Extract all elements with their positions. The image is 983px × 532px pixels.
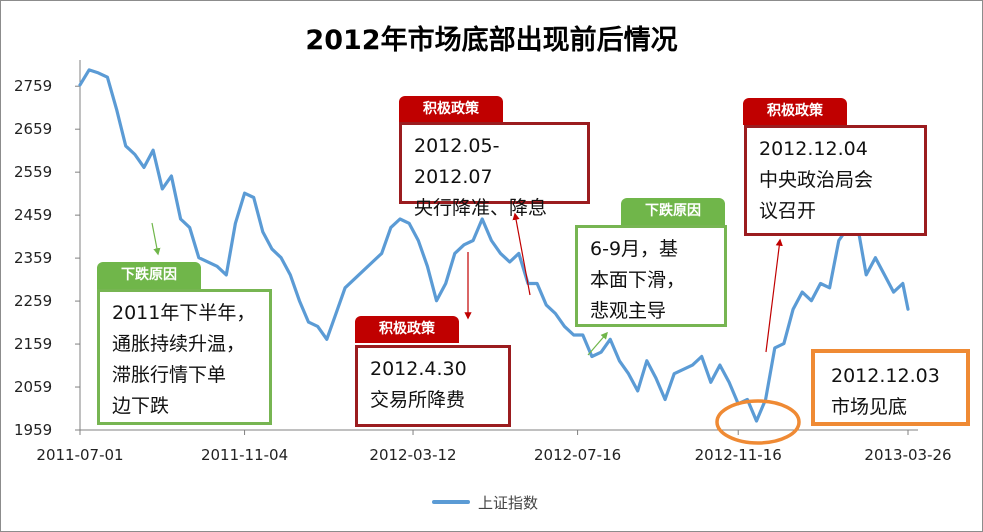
annotation-decline-2012-line-2: 本面下滑， <box>590 269 686 291</box>
annotation-fee-cut-line-2: 交易所降费 <box>370 389 466 411</box>
x-tick-label: 2011-11-04 <box>201 446 288 464</box>
annotation-arrow <box>512 212 531 296</box>
y-tick-label: 2159 <box>14 335 52 353</box>
y-tick-label: 2059 <box>14 378 52 396</box>
annotation-fee-cut: 2012.4.30 交易所降费 <box>355 345 511 427</box>
annotation-decline-2012-line-1: 6-9月，基 <box>590 238 679 260</box>
x-tick-label: 2013-03-26 <box>864 446 951 464</box>
series-line-shanghai-index <box>78 68 910 423</box>
annotation-market-bottom-line-2: 市场见底 <box>831 396 908 418</box>
annotation-decline-2012: 6-9月，基 本面下滑， 悲观主导 <box>575 225 727 327</box>
annotation-rate-cut-line-1: 2012.05-2012.07 <box>414 135 500 188</box>
annotation-market-bottom: 2012.12.03 市场见底 <box>811 349 970 426</box>
annotation-politburo-line-3: 议召开 <box>759 200 817 222</box>
annotation-politburo-line-1: 2012.12.04 <box>759 138 868 160</box>
x-tick-label: 2012-03-12 <box>369 446 456 464</box>
tag-policy-politburo: 积极政策 <box>743 98 847 125</box>
chart-legend: 上证指数 <box>432 491 538 513</box>
y-tick-label: 2759 <box>14 77 52 95</box>
x-tick-label: 2012-07-16 <box>534 446 621 464</box>
tag-policy-fee-cut: 积极政策 <box>355 316 459 343</box>
annotation-politburo-line-2: 中央政治局会 <box>759 169 874 191</box>
annotation-arrow <box>587 331 608 356</box>
y-tick-label: 2359 <box>14 249 52 267</box>
annotation-decline-2011-line-2: 通胀持续升温， <box>112 333 246 355</box>
annotation-arrow <box>765 238 783 353</box>
annotation-decline-2011: 2011年下半年， 通胀持续升温， 滞胀行情下单 边下跌 <box>97 289 272 425</box>
bottom-highlight-ellipse <box>715 399 801 445</box>
y-tick-label: 2459 <box>14 206 52 224</box>
annotation-decline-2012-line-3: 悲观主导 <box>590 300 667 322</box>
annotation-rate-cut: 2012.05-2012.07 央行降准、降息 <box>399 122 590 219</box>
annotation-market-bottom-line-1: 2012.12.03 <box>831 365 940 387</box>
annotation-politburo: 2012.12.04 中央政治局会 议召开 <box>744 125 927 236</box>
y-tick-label: 2659 <box>14 120 52 138</box>
annotation-arrow <box>151 222 161 256</box>
x-tick-label: 2011-07-01 <box>36 446 123 464</box>
y-tick-label: 1959 <box>14 421 52 439</box>
annotation-decline-2011-line-4: 边下跌 <box>112 395 170 417</box>
annotation-decline-2011-line-1: 2011年下半年， <box>112 302 256 324</box>
annotation-rate-cut-line-2: 央行降准、降息 <box>414 197 548 219</box>
y-tick-label: 2259 <box>14 292 52 310</box>
annotation-fee-cut-line-1: 2012.4.30 <box>370 358 467 380</box>
x-tick-label: 2012-11-16 <box>695 446 782 464</box>
tag-decline-reason-2: 下跌原因 <box>621 198 725 225</box>
legend-label: 上证指数 <box>478 493 539 512</box>
annotation-decline-2011-line-3: 滞胀行情下单 <box>112 364 227 386</box>
tag-decline-reason-1: 下跌原因 <box>97 262 201 289</box>
tag-policy-rate-cut: 积极政策 <box>399 96 503 123</box>
chart-title: 2012年市场底部出现前后情况 <box>305 25 678 56</box>
y-tick-label: 2559 <box>14 163 52 181</box>
legend-swatch <box>432 500 470 504</box>
